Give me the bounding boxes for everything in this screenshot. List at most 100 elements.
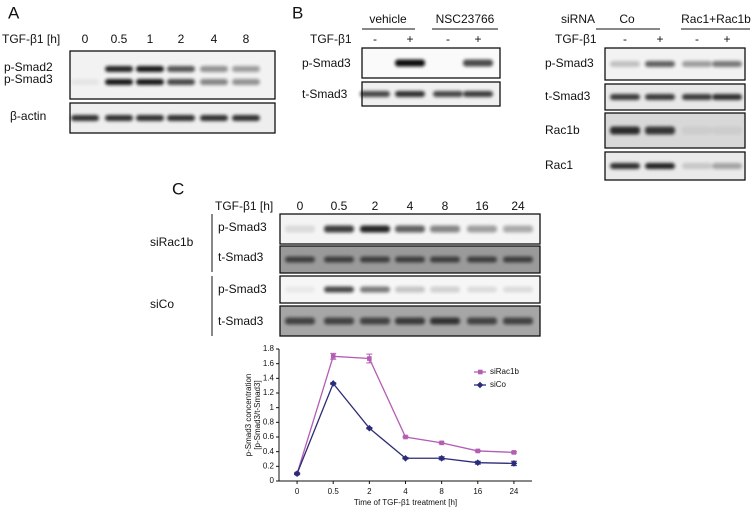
label: TGF-β1 [h]	[2, 32, 60, 46]
label: 0	[82, 32, 89, 46]
label: Rac1+Rac1b	[681, 12, 751, 26]
x-tick-label: 16	[473, 487, 482, 496]
band	[232, 115, 260, 121]
marker	[475, 448, 481, 454]
marker	[510, 460, 518, 467]
x-tick-label: 8	[439, 487, 444, 496]
y-tick-label: 0	[270, 476, 275, 485]
label: A	[8, 3, 20, 22]
label: 4	[407, 199, 414, 213]
label: siCo	[150, 297, 174, 311]
band	[503, 225, 533, 233]
band	[682, 126, 712, 135]
label: 8	[243, 32, 250, 46]
label: +	[474, 32, 481, 46]
band	[105, 66, 133, 72]
label: β-actin	[10, 109, 46, 123]
band	[200, 66, 228, 72]
x-tick-label: 0	[295, 487, 300, 496]
band	[285, 225, 315, 233]
band	[467, 317, 497, 325]
band	[200, 79, 228, 85]
label: B	[292, 3, 303, 22]
band	[503, 286, 533, 293]
marker	[474, 459, 482, 466]
band	[324, 286, 354, 293]
band	[467, 225, 497, 233]
band	[645, 61, 675, 67]
band	[395, 59, 425, 67]
label: NSC23766	[436, 12, 495, 26]
band	[200, 115, 228, 121]
label: p-Smad3	[545, 56, 594, 70]
band	[712, 163, 742, 169]
y-axis-label: [p-Smad3/t-Smad3]	[253, 380, 262, 449]
marker	[330, 354, 336, 359]
band	[395, 91, 425, 97]
legend-marker	[476, 381, 484, 389]
band	[503, 317, 533, 325]
band	[395, 256, 425, 263]
label: TGF-β1	[310, 32, 352, 46]
band	[430, 256, 460, 263]
label: p-Smad3	[218, 282, 267, 296]
band	[167, 66, 195, 72]
label: 16	[475, 199, 489, 213]
legend-label: siCo	[490, 380, 507, 389]
band	[467, 256, 497, 263]
band	[463, 59, 493, 67]
label: 8	[442, 199, 449, 213]
label: +	[723, 32, 730, 46]
band	[285, 317, 315, 325]
label: t-Smad3	[218, 250, 264, 264]
label: p-Smad3	[302, 56, 351, 70]
band	[682, 61, 712, 67]
band	[71, 115, 99, 121]
y-tick-label: 0.2	[263, 461, 275, 470]
band	[645, 163, 675, 169]
band	[395, 286, 425, 293]
marker	[329, 380, 337, 387]
label: +	[406, 32, 413, 46]
y-tick-label: 0.8	[263, 417, 275, 426]
marker	[293, 470, 301, 477]
label: 24	[511, 199, 525, 213]
band	[360, 91, 390, 97]
x-tick-label: 0.5	[328, 487, 340, 496]
label: 1	[147, 32, 154, 46]
label: siRac1b	[150, 235, 194, 249]
band	[712, 126, 742, 135]
legend-label: siRac1b	[490, 367, 519, 376]
band	[682, 163, 712, 169]
label: t-Smad3	[302, 87, 348, 101]
legend-marker	[478, 369, 483, 375]
marker	[366, 424, 373, 432]
label: -	[446, 32, 450, 46]
y-tick-label: 0.6	[263, 432, 275, 441]
band	[610, 126, 640, 135]
band	[463, 91, 493, 97]
band	[232, 66, 260, 72]
y-tick-label: 1.8	[263, 344, 275, 353]
y-tick-label: 1.4	[263, 373, 275, 382]
label: Rac1	[545, 158, 573, 172]
band	[433, 91, 463, 97]
band	[167, 115, 195, 121]
label: t-Smad3	[218, 314, 264, 328]
band	[71, 79, 99, 85]
label: 4	[211, 32, 218, 46]
band	[105, 79, 133, 85]
label: p-Smad2	[4, 60, 53, 74]
label: 0.5	[111, 32, 128, 46]
band	[430, 225, 460, 233]
band	[682, 94, 712, 100]
band	[645, 94, 675, 100]
label: -	[623, 32, 627, 46]
label: TGF-β1	[555, 32, 597, 46]
label: C	[172, 179, 184, 198]
band	[467, 286, 497, 293]
band	[324, 317, 354, 325]
label: Rac1b	[545, 123, 580, 137]
label: siRNA	[561, 12, 595, 26]
